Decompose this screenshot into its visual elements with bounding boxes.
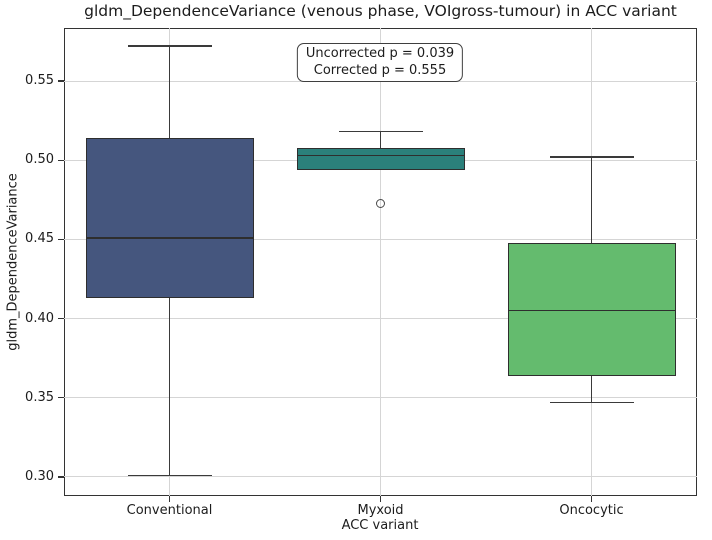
whisker-lower-oncocytic xyxy=(590,375,593,403)
median-line-conventional xyxy=(85,237,254,239)
x-tick-label: Conventional xyxy=(126,503,213,518)
x-tick-label: Oncocytic xyxy=(559,503,624,518)
box-oncocytic xyxy=(507,242,676,376)
y-tick-label: 0.40 xyxy=(25,310,54,326)
y-tick xyxy=(58,476,64,478)
median-line-myxoid xyxy=(296,154,465,157)
y-tick-label: 0.30 xyxy=(25,468,54,484)
x-tick xyxy=(590,496,593,502)
whisker-upper-myxoid xyxy=(379,131,382,148)
median-line-oncocytic xyxy=(507,309,676,312)
y-tick xyxy=(58,159,64,161)
outlier-marker-myxoid xyxy=(376,198,385,208)
box-conventional xyxy=(85,138,254,299)
annotation-line-uncorrected: Uncorrected p = 0.039 xyxy=(305,46,455,61)
p-value-annotation: Uncorrected p = 0.039 Corrected p = 0.55… xyxy=(296,43,464,82)
y-tick xyxy=(58,80,64,82)
x-tick xyxy=(379,496,382,502)
y-tick xyxy=(58,397,64,399)
y-tick-label: 0.50 xyxy=(25,152,54,168)
whisker-lower-conventional xyxy=(168,298,171,476)
whisker-cap-upper-myxoid xyxy=(338,130,423,133)
whisker-cap-upper-conventional xyxy=(127,45,212,47)
box-myxoid xyxy=(296,147,465,170)
y-tick-label: 0.45 xyxy=(25,231,54,247)
x-tick xyxy=(168,496,171,502)
whisker-upper-oncocytic xyxy=(590,157,593,243)
gridline-vertical xyxy=(380,28,381,496)
whisker-cap-upper-oncocytic xyxy=(549,156,634,158)
chart-title: gldm_DependenceVariance (venous phase, V… xyxy=(84,2,677,20)
x-tick-label: Myxoid xyxy=(357,503,404,518)
whisker-upper-conventional xyxy=(168,46,171,139)
whisker-cap-lower-oncocytic xyxy=(549,401,634,404)
whisker-cap-lower-conventional xyxy=(127,474,212,477)
y-tick xyxy=(58,238,64,241)
y-tick-label: 0.35 xyxy=(25,389,54,405)
y-tick xyxy=(58,317,64,320)
annotation-line-corrected: Corrected p = 0.555 xyxy=(313,62,447,78)
y-tick-label: 0.55 xyxy=(25,73,54,89)
x-axis-label: ACC variant xyxy=(341,518,419,533)
